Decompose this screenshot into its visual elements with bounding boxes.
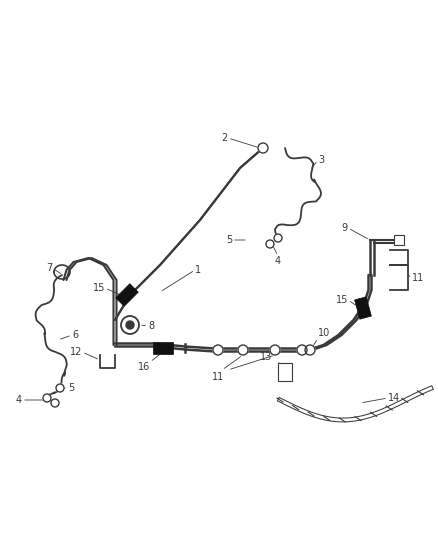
Text: 2: 2 bbox=[222, 133, 228, 143]
Text: 6: 6 bbox=[72, 330, 78, 340]
Text: 13: 13 bbox=[260, 352, 272, 362]
Circle shape bbox=[266, 240, 274, 248]
Circle shape bbox=[43, 394, 51, 402]
Bar bbox=[153, 342, 173, 354]
Circle shape bbox=[213, 345, 223, 355]
Text: 12: 12 bbox=[70, 347, 82, 357]
Text: 9: 9 bbox=[342, 223, 348, 233]
Bar bbox=[116, 284, 138, 306]
Text: 10: 10 bbox=[318, 328, 330, 338]
Text: 5: 5 bbox=[68, 383, 74, 393]
Circle shape bbox=[270, 345, 280, 355]
Text: 11: 11 bbox=[212, 372, 224, 382]
Text: 4: 4 bbox=[16, 395, 22, 405]
Text: 1: 1 bbox=[195, 265, 201, 275]
Text: 15: 15 bbox=[92, 283, 105, 293]
Circle shape bbox=[56, 384, 64, 392]
Circle shape bbox=[297, 345, 307, 355]
Text: 14: 14 bbox=[388, 393, 400, 403]
Bar bbox=[355, 297, 371, 319]
Circle shape bbox=[274, 234, 282, 242]
Circle shape bbox=[121, 316, 139, 334]
Circle shape bbox=[51, 399, 59, 407]
Circle shape bbox=[258, 143, 268, 153]
Text: 15: 15 bbox=[336, 295, 348, 305]
Bar bbox=[394, 235, 404, 245]
Text: 4: 4 bbox=[275, 256, 281, 266]
Text: 3: 3 bbox=[318, 155, 324, 165]
Text: 7: 7 bbox=[46, 263, 52, 273]
Text: 5: 5 bbox=[226, 235, 232, 245]
Circle shape bbox=[126, 321, 134, 329]
Text: 16: 16 bbox=[138, 362, 150, 372]
Bar bbox=[278, 363, 292, 381]
Text: 8: 8 bbox=[148, 321, 154, 331]
Text: 11: 11 bbox=[412, 273, 424, 283]
Circle shape bbox=[305, 345, 315, 355]
Circle shape bbox=[238, 345, 248, 355]
